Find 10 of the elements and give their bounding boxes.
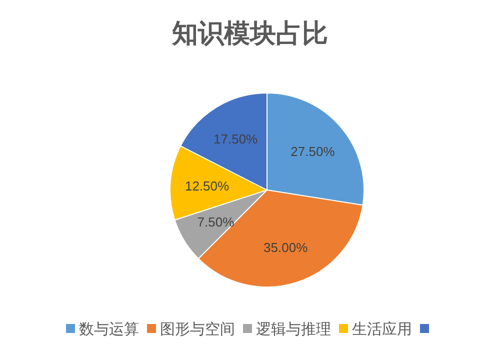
legend-label: 图形与空间 — [160, 321, 235, 338]
data-label: 27.50% — [290, 144, 336, 159]
chart-title: 知识模块占比 — [171, 18, 328, 48]
data-label: 35.00% — [264, 240, 308, 256]
data-label: 17.50% — [214, 132, 258, 147]
legend-label: 数与运算 — [79, 321, 139, 338]
legend-label: 逻辑与推理 — [256, 321, 331, 338]
data-label: 12.50% — [185, 178, 230, 194]
legend-label: 生活应用 — [352, 321, 412, 338]
data-label: 7.50% — [197, 214, 235, 230]
